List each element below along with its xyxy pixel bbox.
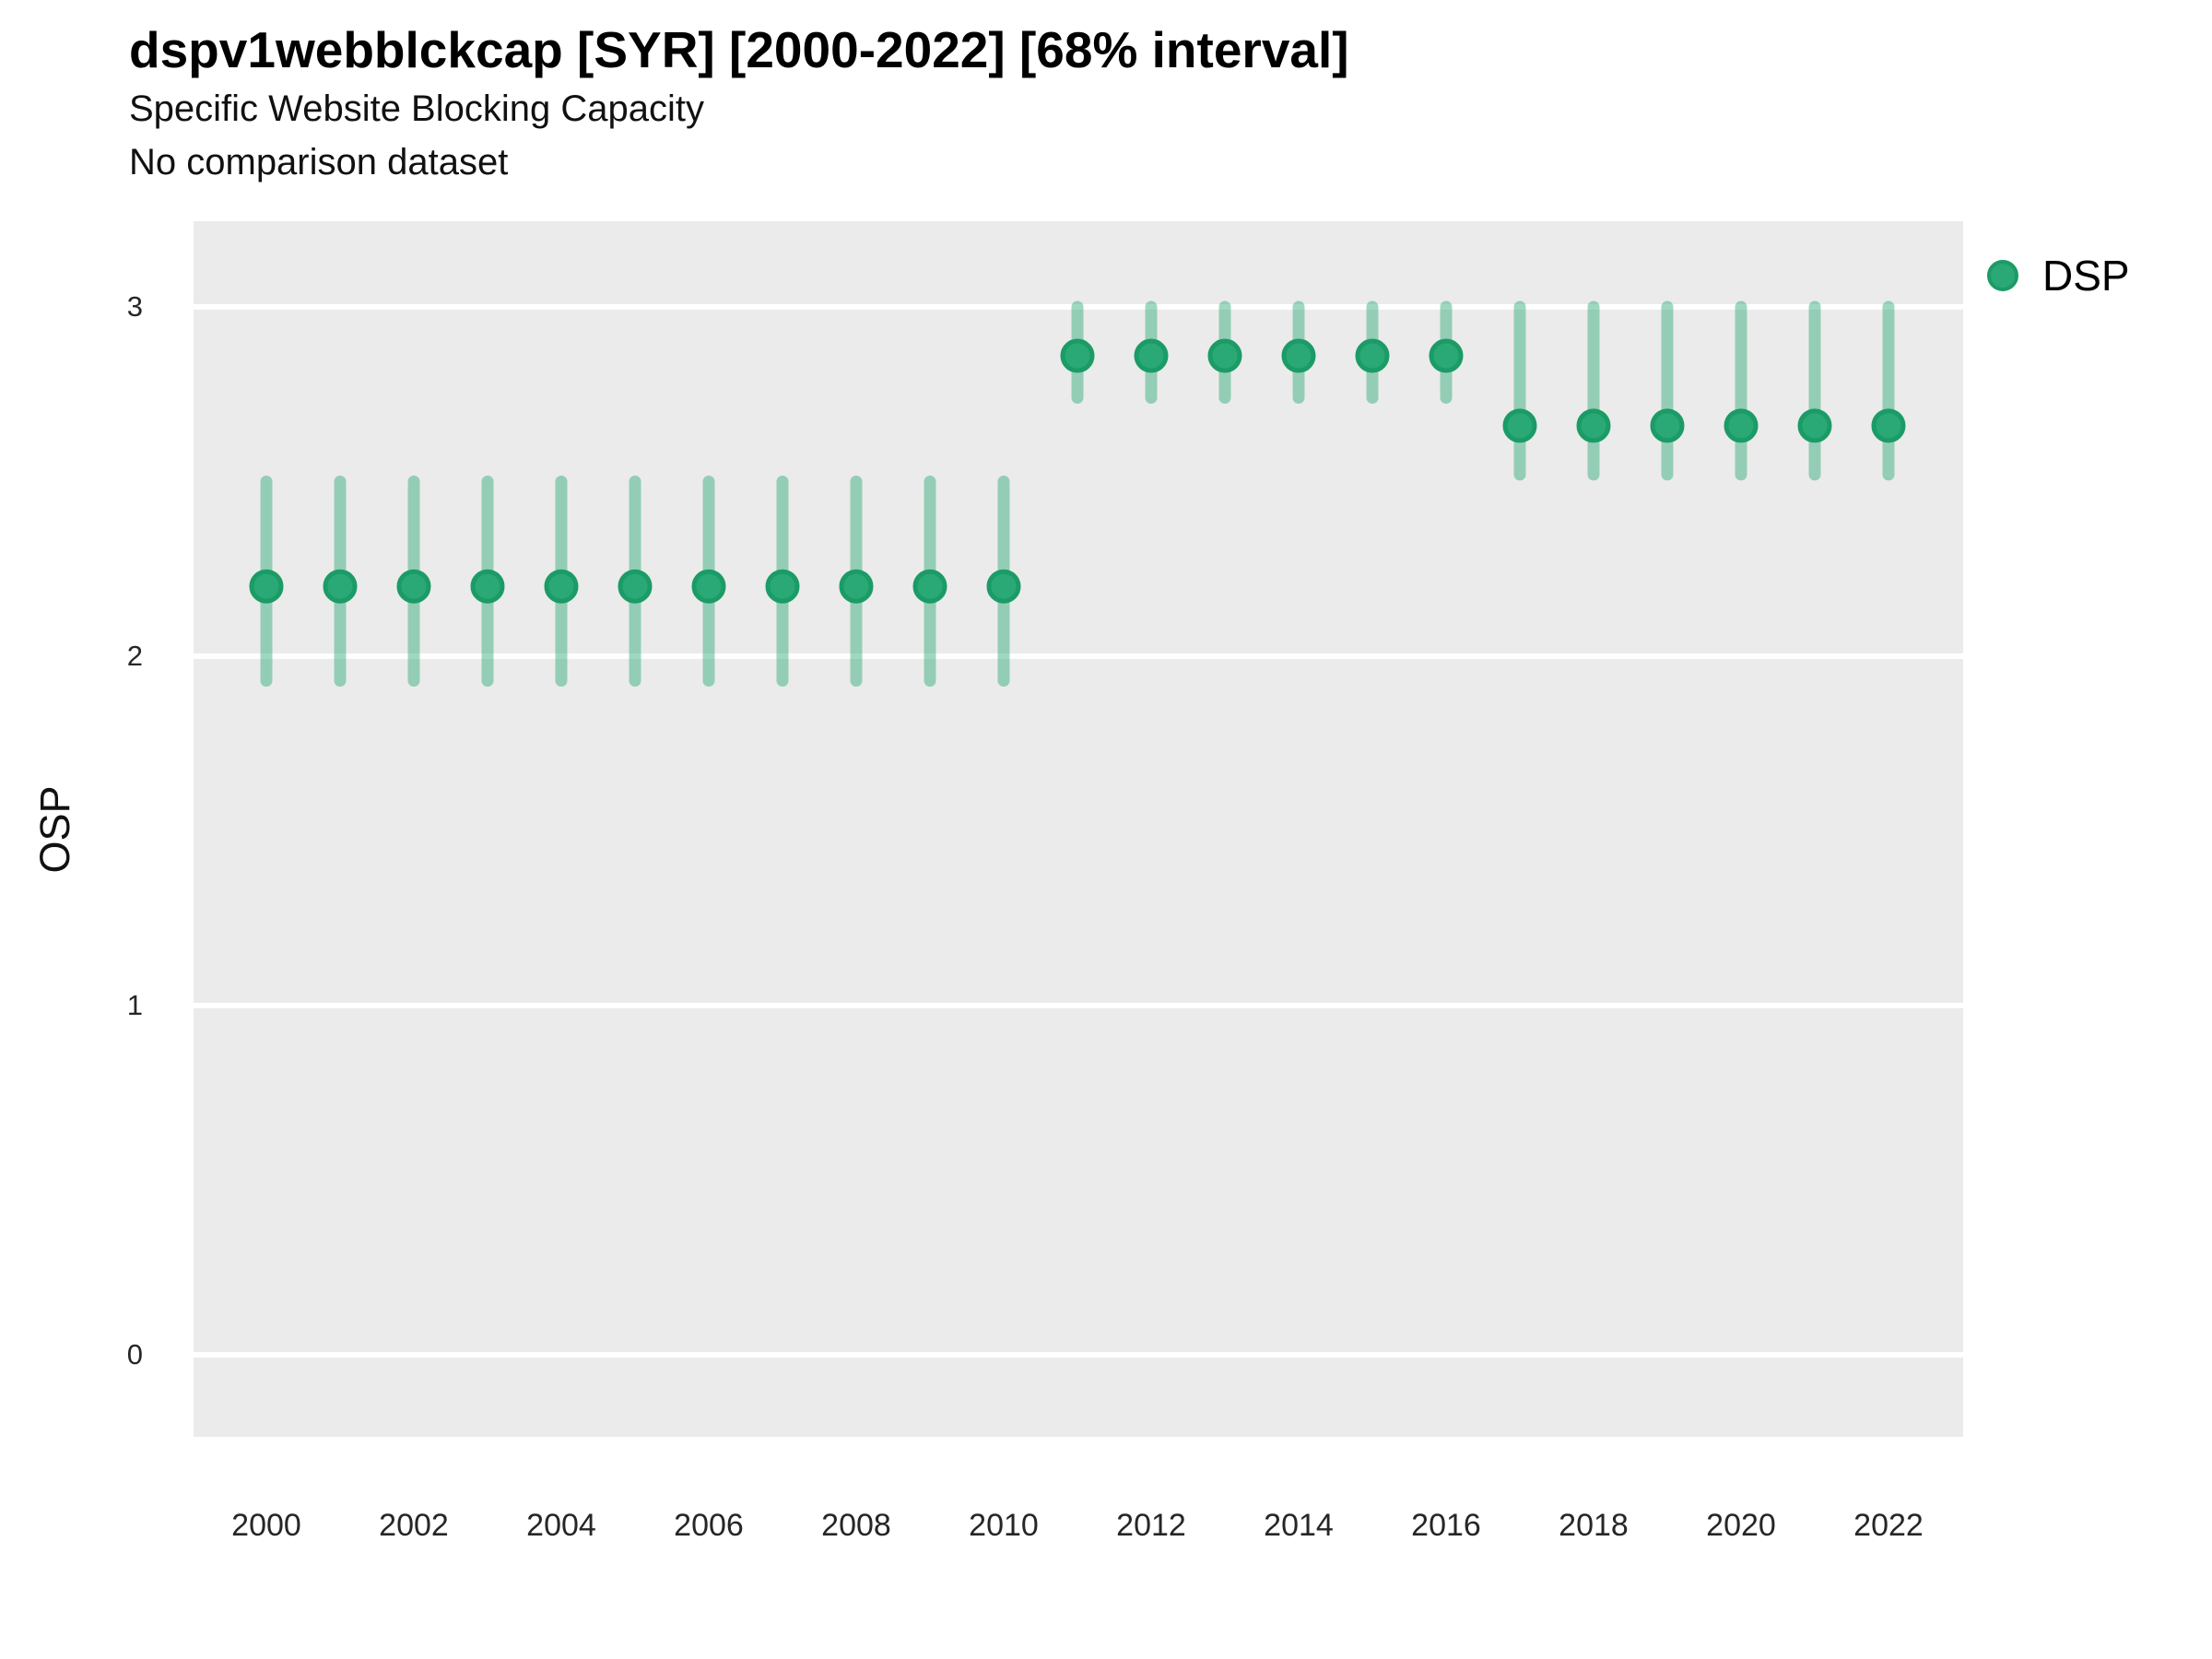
y-tick-label: 3 — [126, 290, 143, 323]
data-point — [912, 569, 947, 604]
legend-key-circle-icon — [1987, 260, 2018, 291]
x-tick-label: 2018 — [1559, 1508, 1629, 1543]
data-point — [1502, 408, 1537, 443]
legend-label: DSP — [2042, 252, 2130, 300]
x-tick-label: 2004 — [526, 1508, 596, 1543]
legend: DSP — [1987, 251, 2130, 300]
x-tick-label: 2000 — [231, 1508, 301, 1543]
x-tick-label: 2002 — [379, 1508, 449, 1543]
x-tick-label: 2014 — [1264, 1508, 1334, 1543]
x-tick-label: 2008 — [821, 1508, 891, 1543]
x-tick-label: 2020 — [1706, 1508, 1776, 1543]
data-point — [618, 569, 653, 604]
data-point — [323, 569, 358, 604]
plot-panel — [194, 221, 1963, 1437]
x-tick-label: 2012 — [1116, 1508, 1186, 1543]
y-tick-label: 1 — [126, 989, 143, 1021]
y-axis-title: OSP — [31, 785, 78, 874]
data-point — [1281, 338, 1316, 373]
data-point — [1650, 408, 1685, 443]
data-point — [396, 569, 431, 604]
chart-note: No comparison dataset — [129, 142, 509, 182]
chart-title: dspv1webblckcap [SYR] [2000-2022] [68% i… — [129, 21, 1349, 78]
data-point — [691, 569, 726, 604]
x-tick-label: 2010 — [969, 1508, 1039, 1543]
data-point — [1429, 338, 1464, 373]
data-point — [1724, 408, 1759, 443]
data-point — [765, 569, 800, 604]
data-point — [470, 569, 505, 604]
data-point — [986, 569, 1021, 604]
data-point — [1576, 408, 1611, 443]
y-tick-label: 2 — [126, 640, 143, 672]
data-point — [249, 569, 284, 604]
data-point — [544, 569, 579, 604]
data-point — [1207, 338, 1242, 373]
data-point — [1134, 338, 1169, 373]
x-tick-label: 2006 — [674, 1508, 744, 1543]
data-point — [1871, 408, 1906, 443]
y-tick-label: 0 — [126, 1338, 143, 1371]
data-point — [1355, 338, 1390, 373]
x-tick-label: 2016 — [1411, 1508, 1481, 1543]
data-point — [839, 569, 874, 604]
data-point — [1060, 338, 1095, 373]
chart-subtitle: Specific Website Blocking Capacity — [129, 88, 704, 129]
data-point — [1797, 408, 1832, 443]
x-tick-label: 2022 — [1853, 1508, 1924, 1543]
